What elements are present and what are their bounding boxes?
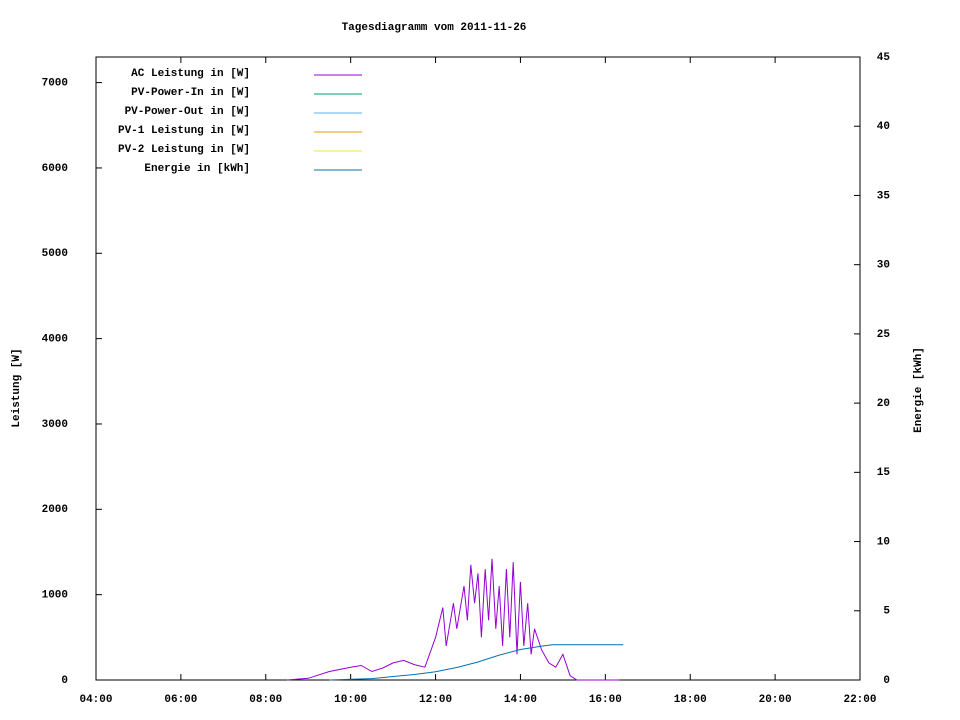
x-tick-label: 20:00 [759,694,792,706]
y2-tick-label: 5 [883,606,890,618]
legend-label: AC Leistung in [W] [131,68,250,80]
x-tick-label: 08:00 [249,694,282,706]
plot-frame [95,56,861,681]
x-tick-label: 16:00 [589,694,622,706]
series-line [329,644,624,681]
y2-axis-label: Energie [kWh] [913,347,925,433]
legend-label: PV-1 Leistung in [W] [118,125,250,137]
y-tick-label: 3000 [42,419,68,431]
series-line [286,558,620,681]
y-tick-label: 2000 [42,504,68,516]
x-tick-label: 14:00 [504,694,537,706]
legend-label: PV-2 Leistung in [W] [118,144,250,156]
legend-label: PV-Power-Out in [W] [125,106,250,118]
x-tick-label: 04:00 [79,694,112,706]
x-tick-label: 18:00 [674,694,707,706]
x-tick-label: 06:00 [164,694,197,706]
y2-tick-label: 30 [877,260,890,272]
chart-title: Tagesdiagramm vom 2011-11-26 [342,22,527,34]
y-tick-label: 1000 [42,590,68,602]
y2-tick-label: 15 [877,467,891,479]
y2-tick-label: 40 [877,121,890,133]
y-tick-label: 5000 [42,248,68,260]
y2-tick-label: 20 [877,398,890,410]
x-tick-label: 12:00 [419,694,452,706]
y-tick-label: 0 [61,675,68,687]
x-tick-label: 22:00 [843,694,876,706]
legend-label: PV-Power-In in [W] [131,87,250,99]
y2-tick-label: 25 [877,329,891,341]
y2-tick-label: 45 [877,52,891,64]
y-tick-label: 4000 [42,334,68,346]
legend-label: Energie in [kWh] [144,163,250,175]
y-tick-label: 6000 [42,163,68,175]
x-tick-label: 10:00 [334,694,367,706]
y2-tick-label: 10 [877,536,890,548]
y2-tick-label: 0 [883,675,890,687]
y-tick-label: 7000 [42,78,68,90]
y-axis-label: Leistung [W] [11,348,23,427]
y2-tick-label: 35 [877,190,891,202]
